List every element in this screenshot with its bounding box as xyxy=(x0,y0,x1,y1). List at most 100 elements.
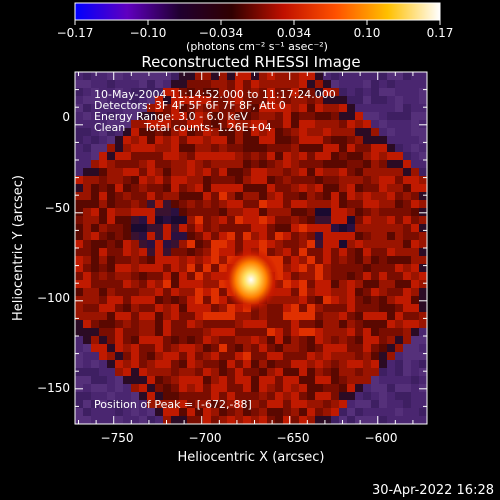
image-pixel xyxy=(307,408,315,416)
image-pixel xyxy=(411,368,419,376)
image-pixel xyxy=(131,272,139,280)
image-pixel xyxy=(403,88,411,96)
image-pixel xyxy=(219,88,227,96)
image-pixel xyxy=(187,312,195,320)
image-pixel xyxy=(139,392,147,400)
image-pixel xyxy=(291,352,299,360)
image-pixel xyxy=(211,176,219,184)
image-pixel xyxy=(139,320,147,328)
image-pixel xyxy=(387,176,395,184)
image-pixel xyxy=(131,344,139,352)
image-pixel xyxy=(155,304,163,312)
image-pixel xyxy=(315,408,323,416)
image-pixel xyxy=(147,280,155,288)
image-pixel xyxy=(291,104,299,112)
image-pixel xyxy=(203,328,211,336)
image-pixel xyxy=(227,184,235,192)
image-pixel xyxy=(163,216,171,224)
image-pixel xyxy=(179,160,187,168)
image-pixel xyxy=(195,120,203,128)
image-pixel xyxy=(283,168,291,176)
image-pixel xyxy=(131,240,139,248)
image-pixel xyxy=(195,400,203,408)
image-pixel xyxy=(347,104,355,112)
image-pixel xyxy=(283,288,291,296)
image-pixel xyxy=(371,224,379,232)
image-pixel xyxy=(155,272,163,280)
image-pixel xyxy=(203,136,211,144)
image-pixel xyxy=(75,336,83,344)
image-pixel xyxy=(235,320,243,328)
image-pixel xyxy=(315,320,323,328)
image-pixel xyxy=(395,200,403,208)
image-pixel xyxy=(155,152,163,160)
image-pixel xyxy=(371,176,379,184)
image-pixel xyxy=(419,80,427,88)
image-pixel xyxy=(91,72,99,80)
image-pixel xyxy=(355,264,363,272)
image-pixel xyxy=(123,320,131,328)
image-pixel xyxy=(123,144,131,152)
image-pixel xyxy=(227,104,235,112)
image-pixel xyxy=(331,288,339,296)
image-pixel xyxy=(195,336,203,344)
image-pixel xyxy=(363,400,371,408)
image-pixel xyxy=(83,184,91,192)
image-pixel xyxy=(195,240,203,248)
image-pixel xyxy=(123,408,131,416)
image-pixel xyxy=(99,144,107,152)
image-pixel xyxy=(363,392,371,400)
image-pixel xyxy=(171,288,179,296)
colorbar-tick-label: 0.034 xyxy=(277,26,311,40)
image-pixel xyxy=(371,128,379,136)
image-pixel xyxy=(235,72,243,80)
image-pixel xyxy=(259,136,267,144)
image-pixel xyxy=(91,272,99,280)
image-pixel xyxy=(299,168,307,176)
image-pixel xyxy=(115,152,123,160)
image-pixel xyxy=(187,360,195,368)
image-pixel xyxy=(203,360,211,368)
image-pixel xyxy=(347,88,355,96)
image-pixel xyxy=(283,336,291,344)
image-pixel xyxy=(235,192,243,200)
image-pixel xyxy=(115,208,123,216)
image-pixel xyxy=(331,184,339,192)
image-pixel xyxy=(315,72,323,80)
image-pixel xyxy=(83,360,91,368)
image-pixel xyxy=(179,96,187,104)
image-pixel xyxy=(363,280,371,288)
image-pixel xyxy=(99,88,107,96)
colorbar-gradient xyxy=(74,2,441,21)
image-pixel xyxy=(339,408,347,416)
image-pixel xyxy=(251,96,259,104)
image-pixel xyxy=(147,72,155,80)
image-pixel xyxy=(219,392,227,400)
image-pixel xyxy=(211,248,219,256)
image-pixel xyxy=(259,368,267,376)
image-pixel xyxy=(403,408,411,416)
image-pixel xyxy=(307,144,315,152)
image-pixel xyxy=(307,248,315,256)
image-pixel xyxy=(395,208,403,216)
image-pixel xyxy=(107,264,115,272)
image-pixel xyxy=(419,192,427,200)
image-pixel xyxy=(387,304,395,312)
image-pixel xyxy=(379,312,387,320)
image-pixel xyxy=(203,376,211,384)
image-pixel xyxy=(259,232,267,240)
image-pixel xyxy=(299,240,307,248)
image-pixel xyxy=(99,120,107,128)
image-pixel xyxy=(227,344,235,352)
image-pixel xyxy=(91,232,99,240)
image-pixel xyxy=(187,184,195,192)
image-pixel xyxy=(363,264,371,272)
image-pixel xyxy=(187,240,195,248)
image-pixel xyxy=(291,336,299,344)
image-pixel xyxy=(347,216,355,224)
image-pixel xyxy=(299,144,307,152)
image-pixel xyxy=(403,288,411,296)
image-pixel xyxy=(283,344,291,352)
image-pixel xyxy=(211,208,219,216)
image-pixel xyxy=(147,416,155,424)
